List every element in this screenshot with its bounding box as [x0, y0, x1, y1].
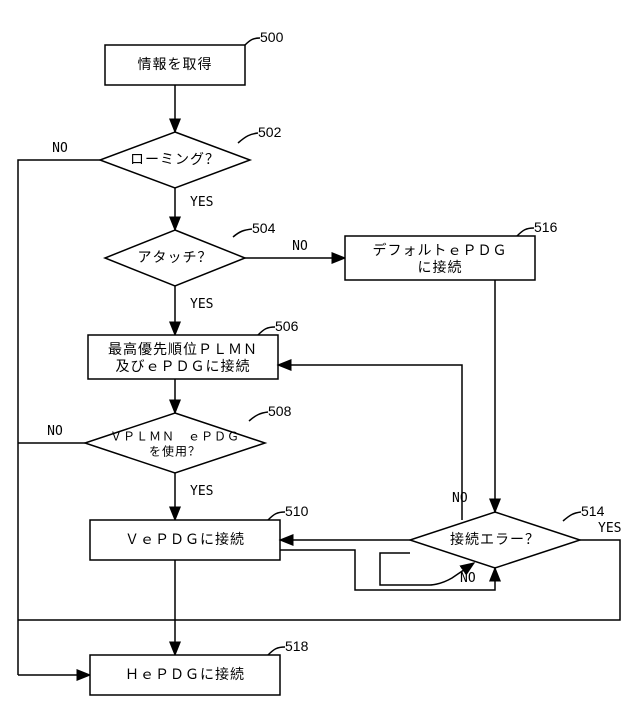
svg-text:514: 514 [581, 503, 605, 519]
svg-text:デフォルトｅＰＤＧ: デフォルトｅＰＤＧ [373, 242, 508, 259]
node-518-connect-hepdg: ＨｅＰＤＧに接続 518 [90, 638, 309, 695]
node-510-connect-vepdg: ＶｅＰＤＧに接続 510 [90, 503, 309, 560]
svg-text:YES: YES [190, 484, 213, 499]
svg-text:に接続: に接続 [418, 259, 463, 276]
svg-text:情報を取得: 情報を取得 [138, 56, 213, 73]
svg-text:NO: NO [47, 424, 63, 439]
node-516-default-epdg: デフォルトｅＰＤＧ に接続 516 [345, 219, 558, 280]
node-500-get-info: 情報を取得 500 [105, 29, 284, 85]
svg-text:最高優先順位ＰＬＭＮ: 最高優先順位ＰＬＭＮ [108, 341, 258, 358]
edge-514-no-to-506 [278, 365, 462, 520]
svg-text:504: 504 [252, 220, 276, 236]
svg-text:NO: NO [52, 141, 68, 156]
node-508-use-vplmn: ＶＰＬＭＮ ｅＰＤＧ を使用？ 508 [85, 403, 292, 473]
node-504-attach: アタッチ？ 504 [105, 220, 276, 286]
svg-text:ローミング？: ローミング？ [130, 152, 220, 168]
svg-text:YES: YES [190, 297, 213, 312]
svg-text:YES: YES [190, 195, 213, 210]
svg-text:516: 516 [534, 219, 558, 235]
svg-text:NO: NO [292, 239, 308, 254]
svg-text:502: 502 [258, 124, 282, 140]
flowchart-diagram: 情報を取得 500 ローミング？ 502 NO YES アタッチ？ 504 NO… [0, 0, 640, 724]
edge-502-no [18, 160, 100, 675]
node-514-connect-error: 接続エラー？ 514 [410, 503, 605, 568]
svg-text:508: 508 [268, 403, 292, 419]
svg-text:518: 518 [285, 638, 309, 654]
svg-text:YES: YES [598, 521, 621, 536]
svg-text:ＨｅＰＤＧに接続: ＨｅＰＤＧに接続 [125, 666, 245, 683]
svg-text:500: 500 [260, 29, 284, 45]
svg-text:接続エラー？: 接続エラー？ [450, 531, 540, 548]
svg-text:を使用？: を使用？ [149, 444, 201, 459]
node-506-highest-priority: 最高優先順位ＰＬＭＮ 及びｅＰＤＧに接続 506 [88, 318, 299, 379]
svg-text:ＶＰＬＭＮ ｅＰＤＧ: ＶＰＬＭＮ ｅＰＤＧ [110, 430, 240, 444]
svg-text:アタッチ？: アタッチ？ [138, 250, 213, 266]
svg-text:及びｅＰＤＧに接続: 及びｅＰＤＧに接続 [116, 358, 251, 375]
svg-text:506: 506 [275, 318, 299, 334]
svg-text:510: 510 [285, 503, 309, 519]
svg-text:NO: NO [460, 571, 476, 586]
node-502-roaming: ローミング？ 502 [100, 124, 282, 188]
svg-text:ＶｅＰＤＧに接続: ＶｅＰＤＧに接続 [125, 531, 245, 548]
svg-text:NO: NO [452, 491, 468, 506]
